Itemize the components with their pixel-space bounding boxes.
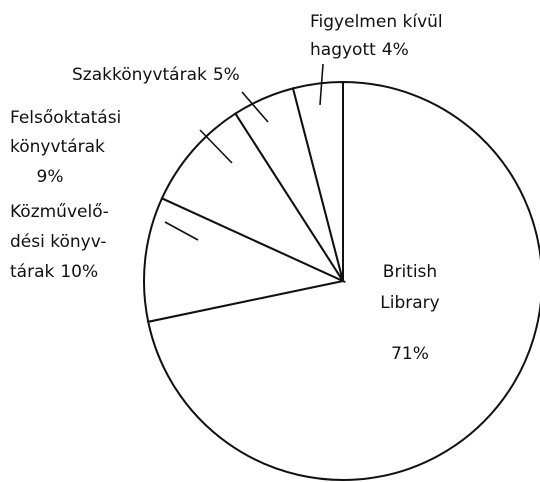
slice-label: dési könyv-: [10, 232, 106, 252]
value-label: 4%: [382, 40, 409, 60]
slice-label: British: [383, 262, 437, 282]
value-label: 5%: [213, 65, 240, 85]
pie-slice: [160, 112, 346, 284]
slice-label: tárak 10%: [10, 262, 98, 282]
slice-label: Szakkönyvtárak 5%: [72, 65, 240, 85]
slice-label-line: könyvtárak: [10, 137, 105, 157]
slice-label: Közművelő-: [10, 202, 109, 222]
slice-label: hagyott 4%: [310, 40, 409, 60]
slice-label-line: dési könyv-: [10, 232, 106, 252]
slice-label: könyvtárak: [10, 137, 105, 157]
pie-slice: [143, 197, 347, 323]
slice-label: Figyelmen kívül: [310, 12, 443, 32]
slice-label: Felsőoktatási: [10, 108, 121, 128]
value-label: 10%: [60, 262, 98, 282]
slice-label-line: Library: [380, 293, 439, 313]
slice-label-line: Figyelmen kívül: [310, 12, 443, 32]
slice-label-line: tárak: [10, 262, 54, 282]
slice-label-line: Közművelő-: [10, 202, 109, 222]
slice-label-line: Felsőoktatási: [10, 108, 121, 128]
pie-slice: [291, 80, 344, 282]
leader-line: [164, 221, 199, 241]
slice-label-line: hagyott: [310, 40, 376, 60]
leader-line: [199, 129, 233, 164]
leader-line: [319, 63, 324, 106]
slice-label-line: Szakkönyvtárak: [72, 65, 207, 85]
slice-label-line: British: [383, 262, 437, 282]
slice-label: Library: [380, 293, 439, 313]
value-label: 71%: [391, 344, 429, 364]
value-label: 9%: [37, 167, 64, 187]
leader-line: [241, 91, 269, 123]
